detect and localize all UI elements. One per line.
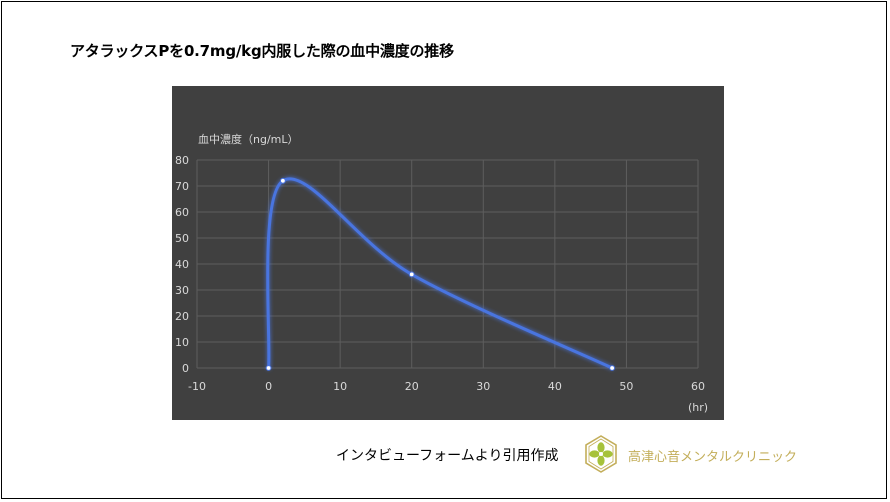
series-line [266, 177, 614, 370]
data-point [609, 365, 616, 371]
y-tick-label: 80 [175, 154, 189, 167]
data-point [279, 177, 286, 184]
y-tick-label: 40 [175, 258, 189, 271]
page-title: アタラックスPを0.7mg/kg内服した際の血中濃度の推移 [70, 42, 454, 60]
series [265, 177, 616, 371]
y-tick-label: 20 [175, 310, 189, 323]
y-tick-label: 0 [182, 362, 189, 375]
x-tick-label: 60 [691, 380, 705, 393]
x-tick-label: 20 [405, 380, 419, 393]
chart-panel: 0 10 20 30 40 50 60 70 80 -10 0 10 20 30 40 50 60 血中濃度（n… [172, 86, 724, 420]
y-tick-label: 10 [175, 336, 189, 349]
y-tick-label: 50 [175, 232, 189, 245]
x-tick-label: 0 [265, 380, 272, 393]
tick-labels: 0 10 20 30 40 50 60 70 80 -10 0 10 20 30 40 50 60 [175, 154, 705, 393]
source-credit: インタビューフォームより引用作成 [336, 448, 559, 464]
y-tick-label: 70 [175, 180, 189, 193]
x-tick-label: 50 [619, 380, 633, 393]
y-axis-label: 血中濃度（ng/mL） [198, 132, 299, 146]
concentration-chart: 0 10 20 30 40 50 60 70 80 -10 0 10 20 30 40 50 60 血中濃度（n… [175, 132, 708, 414]
x-axis-label: (hr) [688, 401, 708, 414]
x-tick-label: -10 [188, 380, 206, 393]
clover-logo-icon [584, 435, 618, 473]
data-point [408, 271, 415, 278]
data-point [265, 365, 272, 371]
clinic-name: 高津心音メンタルクリニック [628, 450, 798, 465]
x-tick-label: 10 [333, 380, 347, 393]
y-tick-label: 30 [175, 284, 189, 297]
x-tick-label: 30 [476, 380, 490, 393]
x-tick-label: 40 [548, 380, 562, 393]
y-tick-label: 60 [175, 206, 189, 219]
grid [196, 159, 699, 369]
